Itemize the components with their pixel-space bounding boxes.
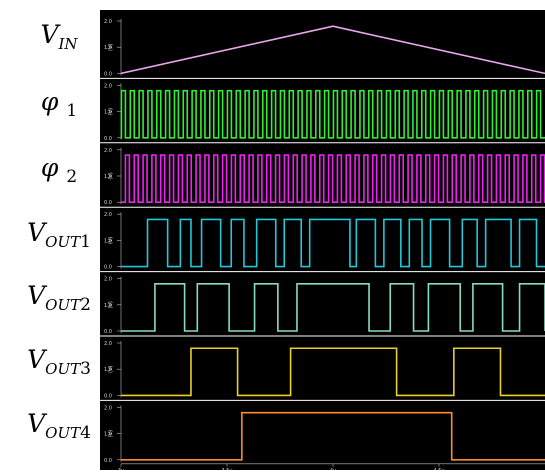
series-line-phi1 xyxy=(120,89,545,139)
y-tick-label: 2.0 xyxy=(104,83,112,89)
y-unit-label: (V) xyxy=(108,237,114,244)
y-unit-label: (V) xyxy=(108,365,114,372)
y-tick-label: 2.0 xyxy=(104,341,112,347)
y-unit-label: (V) xyxy=(108,108,114,115)
x-tick-label: 4u xyxy=(330,468,336,470)
y-tick-label: 2.0 xyxy=(104,277,112,283)
y-tick-label: 2.0 xyxy=(104,19,112,25)
label-vout3: VOUT3 xyxy=(27,345,91,379)
y-tick-label: 0.0 xyxy=(104,329,112,335)
y-tick-label: 0.0 xyxy=(104,71,112,77)
y-tick-label: 0.0 xyxy=(104,458,112,464)
y-tick-label: 1.0 xyxy=(104,432,112,438)
label-vout2: VOUT2 xyxy=(27,281,91,315)
y-tick-label: 0.0 xyxy=(104,136,112,142)
y-tick-label: 0.0 xyxy=(104,393,112,399)
series-line-vin xyxy=(120,25,545,75)
series-line-phi2 xyxy=(121,154,545,203)
label-vout1: VOUT1 xyxy=(27,218,91,252)
y-tick-label: 1.0 xyxy=(104,45,112,51)
x-tick-label: 3u xyxy=(118,468,124,470)
series-line-vout1 xyxy=(121,218,545,268)
y-tick-label: 1.0 xyxy=(104,238,112,244)
y-tick-label: 1.0 xyxy=(104,110,112,116)
x-tick-label: 4.5u xyxy=(433,468,444,470)
y-tick-label: 1.0 xyxy=(104,303,112,309)
y-unit-label: (V) xyxy=(108,301,114,308)
waveform-plot: 2.0 1.0 0.0 (V) 2.0 1.0 0.0 (V) 2.0 1.0 0.0 (V) 2.0 1… xyxy=(100,19,545,470)
oscilloscope-panel: 2.0 1.0 0.0 (V) 2.0 1.0 0.0 (V) 2.0 1.0 0.0 (V) 2.0 1… xyxy=(100,10,545,470)
y-unit-label: (V) xyxy=(108,172,114,179)
label-vout4: VOUT4 xyxy=(27,409,91,443)
x-tick-label: 3.5u xyxy=(221,468,232,470)
y-unit-label: (V) xyxy=(108,43,114,50)
y-tick-label: 1.0 xyxy=(104,174,112,180)
y-tick-label: 2.0 xyxy=(104,405,112,411)
y-tick-label: 0.0 xyxy=(104,200,112,206)
series-line-vout2 xyxy=(121,283,545,332)
series-line-vout4 xyxy=(121,411,545,461)
y-tick-label: 0.0 xyxy=(104,265,112,271)
series-line-vout3 xyxy=(121,347,545,397)
label-phi2: φ 2 xyxy=(40,153,78,187)
y-tick-label: 1.0 xyxy=(104,367,112,373)
label-phi1: φ 1 xyxy=(40,87,78,121)
y-unit-label: (V) xyxy=(108,430,114,437)
label-vin: VIN xyxy=(40,20,78,53)
y-tick-label: 2.0 xyxy=(104,212,112,218)
y-tick-label: 2.0 xyxy=(104,148,112,154)
